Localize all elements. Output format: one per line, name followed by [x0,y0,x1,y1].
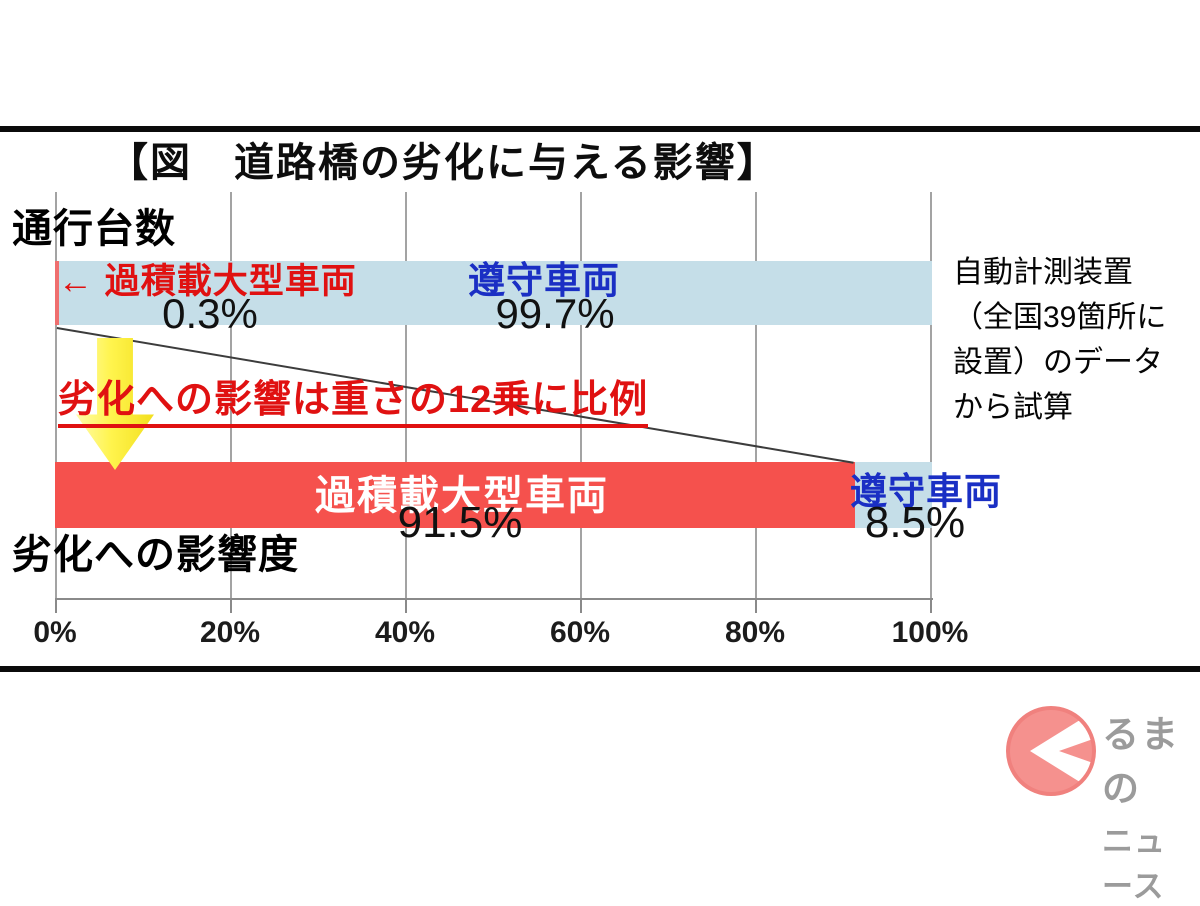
top-border-rule [0,126,1200,132]
source-note-line: 自動計測装置 [953,256,1133,289]
deterioration-note: 劣化への影響は重さの12乗に比例 [58,368,649,428]
top-overloaded-label: ← 過積載大型車両 [58,262,357,301]
tick-60 [580,598,582,613]
traffic-volume-bar [55,261,932,325]
tick-100 [930,598,932,613]
top-compliant-value: 99.7% [495,290,615,337]
traffic-overloaded-segment [55,261,59,325]
source-note-line: 設置）のデータ [953,346,1163,379]
bottom-overloaded-label: 過積載大型車両 [315,474,609,518]
gridline-80pct [755,192,757,600]
top-compliant-label: 遵守車両 [468,260,620,301]
gridline-20pct [230,192,232,600]
tick-label-60: 60% [549,616,611,649]
kuruma-news-logo: るまの ニュース [1004,702,1194,904]
traffic-compliant-segment [59,261,932,325]
gridline-0pct [55,192,57,600]
logo-text-line1: るまの [1102,714,1180,809]
tick-20 [230,598,232,613]
tick-label-100: 100% [891,616,969,649]
source-note: 自動計測装置 （全国39箇所に 設置）のデータ から試算 [953,250,1200,430]
source-note-line: から試算 [953,391,1073,424]
gridline-40pct [405,192,407,600]
tick-label-20: 20% [199,616,261,649]
bottom-border-rule [0,666,1200,672]
figure-title: 【図 道路橋の劣化に与える影響】 [108,141,779,185]
top-overloaded-value: 0.3% [162,290,258,337]
deterioration-impact-label: 劣化への影響度 [12,533,299,577]
tick-label-80: 80% [724,616,786,649]
impact-overloaded-segment [55,462,855,528]
tick-80 [755,598,757,613]
tick-40 [405,598,407,613]
bottom-compliant-value: 8.5% [864,498,966,547]
impact-compliant-segment [855,462,932,528]
kuruma-logo-mark-icon [1006,706,1096,796]
tick-label-0: 0% [33,616,77,649]
bottom-compliant-label: 遵守車両 [850,471,1002,512]
deterioration-impact-bar [55,462,932,528]
bottom-overloaded-value: 91.5% [397,498,523,547]
traffic-volume-label: 通行台数 [12,207,176,251]
source-note-line: （全国39箇所に [953,301,1167,334]
tick-label-40: 40% [374,616,436,649]
gridline-100pct [930,192,932,600]
tick-0 [55,598,57,613]
x-axis-line [55,598,933,600]
logo-text-line2: ニュース [1102,824,1166,904]
gridline-60pct [580,192,582,600]
kuruma-logo-text: るまの ニュース [1102,704,1194,906]
